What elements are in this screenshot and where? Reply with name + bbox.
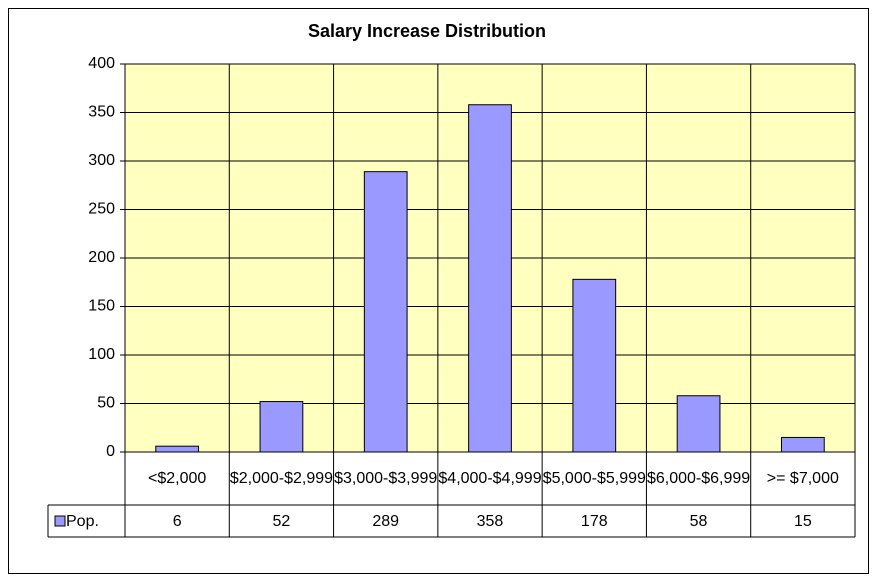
x-tick-label: >= $7,000 bbox=[766, 470, 839, 487]
data-table-value: 58 bbox=[689, 512, 708, 530]
y-tick-label: 50 bbox=[97, 395, 115, 412]
bar bbox=[780, 436, 825, 453]
x-tick-label: $3,000-$3,999 bbox=[334, 470, 438, 487]
x-tick-label: $2,000-$2,999 bbox=[229, 470, 334, 487]
data-table-value: 178 bbox=[580, 512, 608, 530]
y-tick-label: 150 bbox=[88, 298, 115, 315]
bar bbox=[363, 171, 408, 453]
y-tick-label: 250 bbox=[88, 201, 115, 218]
bar bbox=[259, 401, 304, 453]
y-tick-label: 350 bbox=[88, 104, 115, 121]
data-table-value: 289 bbox=[372, 512, 400, 530]
y-tick-label: 100 bbox=[88, 346, 115, 363]
data-table-value: 358 bbox=[476, 512, 504, 530]
data-table-value: 6 bbox=[172, 512, 182, 530]
bar bbox=[468, 104, 512, 453]
legend-swatch bbox=[54, 515, 66, 527]
x-tick-label: $4,000-$4,999 bbox=[438, 470, 542, 487]
data-table-value: 52 bbox=[272, 512, 291, 530]
bar bbox=[572, 278, 617, 453]
x-tick-label: $6,000-$6,999 bbox=[646, 470, 751, 487]
y-tick-label: 300 bbox=[88, 152, 115, 169]
y-tick-label: 400 bbox=[88, 55, 115, 72]
chart-title: Salary Increase Distribution bbox=[308, 21, 546, 41]
y-tick-label: 0 bbox=[106, 443, 115, 460]
x-tick-label: <$2,000 bbox=[148, 470, 207, 487]
bar bbox=[676, 395, 721, 453]
x-tick-label: $5,000-$5,999 bbox=[542, 470, 646, 487]
data-table-value: 15 bbox=[793, 512, 812, 530]
bar bbox=[155, 445, 200, 453]
legend-label: Pop. bbox=[66, 512, 99, 530]
y-tick-label: 200 bbox=[88, 249, 115, 266]
